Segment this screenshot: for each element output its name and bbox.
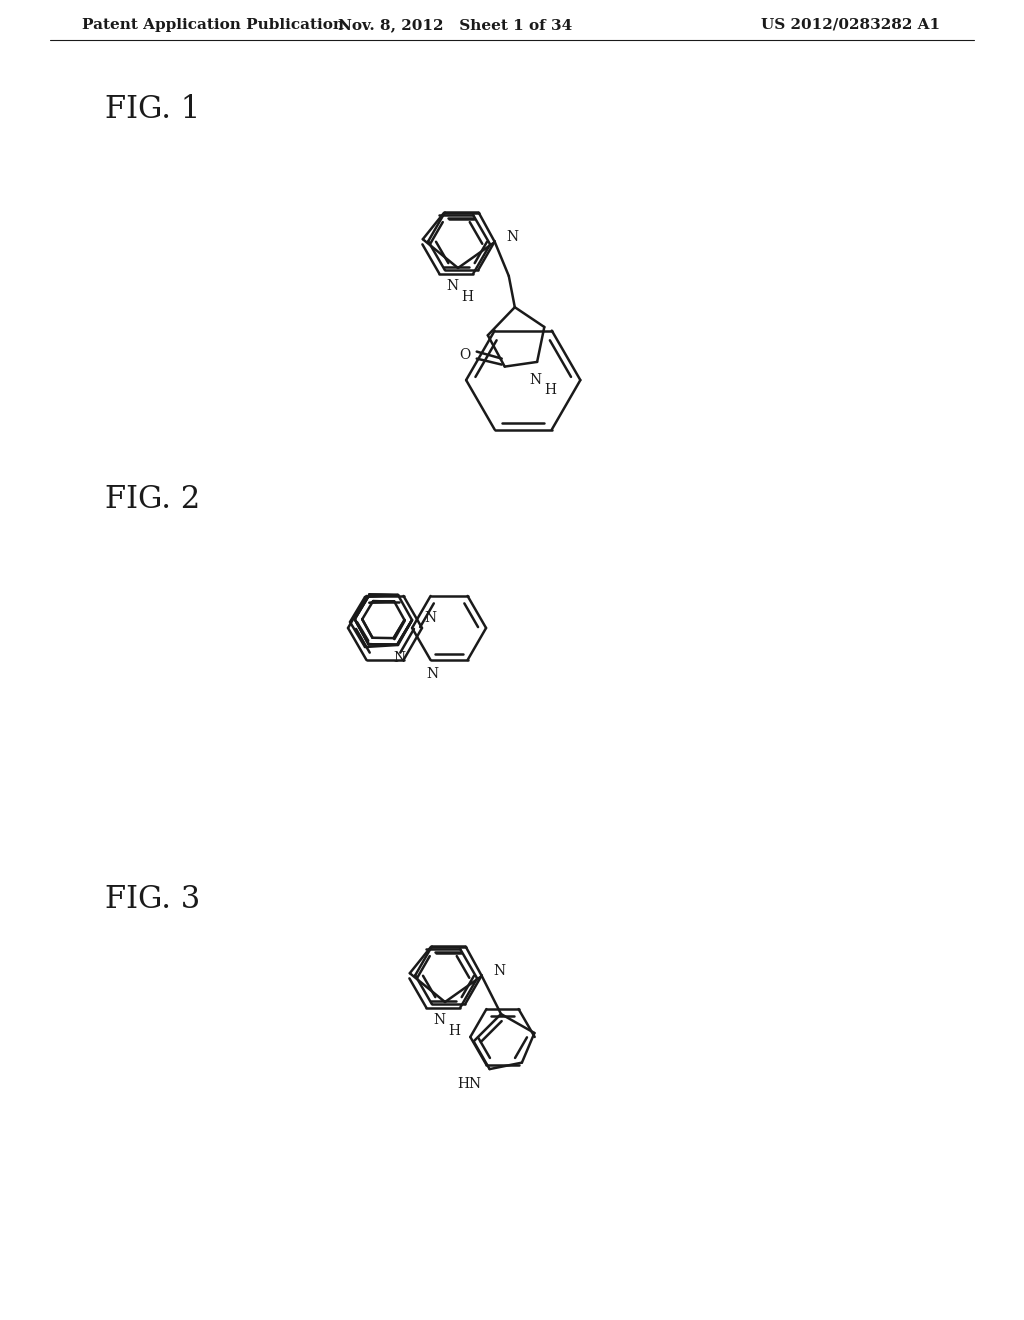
Text: FIG. 1: FIG. 1 — [105, 95, 201, 125]
Text: HN: HN — [458, 1077, 481, 1092]
Text: Nov. 8, 2012   Sheet 1 of 34: Nov. 8, 2012 Sheet 1 of 34 — [338, 18, 572, 32]
Text: O: O — [459, 347, 470, 362]
Text: N: N — [427, 667, 438, 681]
Text: N: N — [433, 1012, 445, 1027]
Text: N: N — [507, 230, 519, 244]
Text: N: N — [424, 611, 436, 626]
Text: H: H — [449, 1024, 460, 1038]
Text: FIG. 3: FIG. 3 — [105, 884, 201, 916]
Text: H: H — [461, 290, 473, 304]
Text: N: N — [529, 374, 541, 387]
Text: FIG. 2: FIG. 2 — [105, 484, 201, 516]
Text: Patent Application Publication: Patent Application Publication — [82, 18, 344, 32]
Text: H: H — [544, 383, 556, 397]
Text: N: N — [393, 651, 406, 665]
Text: US 2012/0283282 A1: US 2012/0283282 A1 — [761, 18, 940, 32]
Text: N: N — [445, 279, 458, 293]
Text: N: N — [494, 964, 506, 978]
